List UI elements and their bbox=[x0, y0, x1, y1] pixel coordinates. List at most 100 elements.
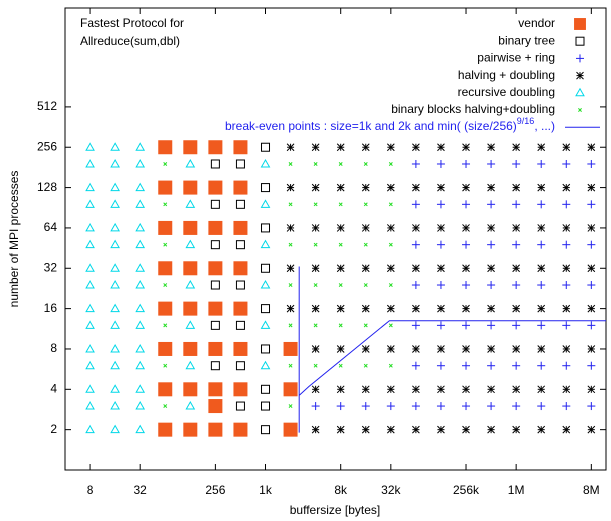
marker-part bbox=[361, 345, 370, 353]
data-point bbox=[135, 384, 146, 393]
marker-part bbox=[110, 343, 120, 353]
data-point bbox=[85, 199, 95, 208]
marker-part bbox=[163, 363, 168, 368]
data-point bbox=[587, 281, 596, 290]
data-point bbox=[235, 240, 245, 250]
marker-part bbox=[85, 320, 95, 329]
marker-part bbox=[110, 182, 120, 192]
marker-part bbox=[462, 143, 470, 152]
marker-part bbox=[562, 264, 571, 273]
data-point bbox=[210, 320, 220, 330]
data-point bbox=[462, 361, 471, 370]
y-tick-label: 2 bbox=[50, 422, 57, 436]
y-tick-label: 512 bbox=[37, 99, 57, 113]
marker-part bbox=[336, 425, 345, 434]
data-point bbox=[183, 301, 198, 316]
data-point bbox=[135, 303, 146, 313]
marker-part bbox=[562, 143, 571, 152]
marker-part bbox=[412, 425, 420, 434]
data-point bbox=[562, 240, 571, 249]
marker-part bbox=[110, 158, 120, 168]
data-point bbox=[135, 280, 146, 289]
data-point bbox=[338, 202, 343, 207]
data-point bbox=[537, 361, 546, 370]
data-point bbox=[512, 240, 521, 249]
data-point bbox=[286, 183, 295, 192]
data-point bbox=[135, 199, 146, 208]
marker-part bbox=[208, 341, 223, 356]
data-point bbox=[85, 401, 95, 410]
data-point bbox=[135, 142, 146, 151]
data-point bbox=[261, 142, 271, 152]
data-point bbox=[311, 143, 320, 152]
data-point bbox=[462, 345, 470, 353]
data-point bbox=[183, 382, 198, 397]
marker-part bbox=[288, 162, 293, 166]
data-point bbox=[311, 264, 320, 273]
marker-part bbox=[260, 320, 271, 329]
data-point bbox=[462, 143, 470, 152]
data-point bbox=[233, 422, 248, 437]
marker-part bbox=[135, 303, 146, 313]
data-point bbox=[208, 261, 223, 276]
marker-part bbox=[363, 363, 368, 368]
marker-part bbox=[208, 382, 223, 397]
legend-marker bbox=[578, 108, 582, 112]
marker-part bbox=[487, 425, 495, 434]
marker-part bbox=[386, 425, 395, 434]
data-point bbox=[512, 264, 521, 273]
data-point bbox=[562, 385, 571, 394]
data-point bbox=[537, 264, 546, 273]
data-point bbox=[85, 320, 95, 329]
data-point bbox=[311, 345, 320, 353]
y-tick-label: 128 bbox=[37, 180, 57, 194]
marker-part bbox=[158, 220, 173, 235]
data-point bbox=[437, 143, 445, 152]
data-point bbox=[163, 323, 168, 328]
legend-marker bbox=[574, 18, 586, 30]
marker-part bbox=[110, 384, 120, 393]
data-point bbox=[135, 182, 146, 192]
marker-part bbox=[135, 280, 146, 289]
data-point bbox=[286, 264, 295, 273]
data-point bbox=[388, 202, 393, 207]
data-point bbox=[587, 183, 596, 192]
marker-part bbox=[512, 183, 521, 192]
data-point bbox=[208, 301, 223, 316]
data-point bbox=[283, 382, 298, 397]
data-point bbox=[587, 361, 596, 370]
data-point bbox=[587, 425, 596, 434]
marker-part bbox=[578, 108, 582, 112]
data-point bbox=[85, 182, 95, 192]
data-point bbox=[313, 202, 318, 207]
marker-part bbox=[336, 224, 345, 232]
data-point bbox=[386, 143, 395, 152]
marker-part bbox=[437, 345, 445, 353]
marker-part bbox=[336, 183, 345, 192]
data-point bbox=[587, 264, 596, 273]
data-point bbox=[233, 180, 248, 195]
data-point bbox=[512, 304, 521, 313]
data-point bbox=[537, 159, 546, 168]
data-point bbox=[85, 239, 95, 249]
data-point bbox=[361, 425, 370, 434]
data-point bbox=[562, 321, 571, 330]
marker-part bbox=[386, 143, 395, 152]
marker-part bbox=[110, 320, 120, 329]
data-point bbox=[587, 224, 596, 232]
marker-part bbox=[260, 280, 271, 289]
marker-part bbox=[361, 224, 370, 232]
data-point bbox=[437, 224, 445, 232]
data-point bbox=[363, 242, 368, 247]
data-point bbox=[338, 242, 343, 247]
data-point bbox=[110, 239, 120, 249]
data-point bbox=[311, 183, 320, 192]
y-tick-label: 16 bbox=[44, 301, 58, 315]
data-point bbox=[288, 242, 293, 247]
marker-part bbox=[183, 180, 198, 195]
data-point bbox=[361, 264, 370, 273]
marker-part bbox=[562, 183, 571, 192]
data-point bbox=[436, 281, 445, 290]
data-point bbox=[158, 301, 173, 316]
